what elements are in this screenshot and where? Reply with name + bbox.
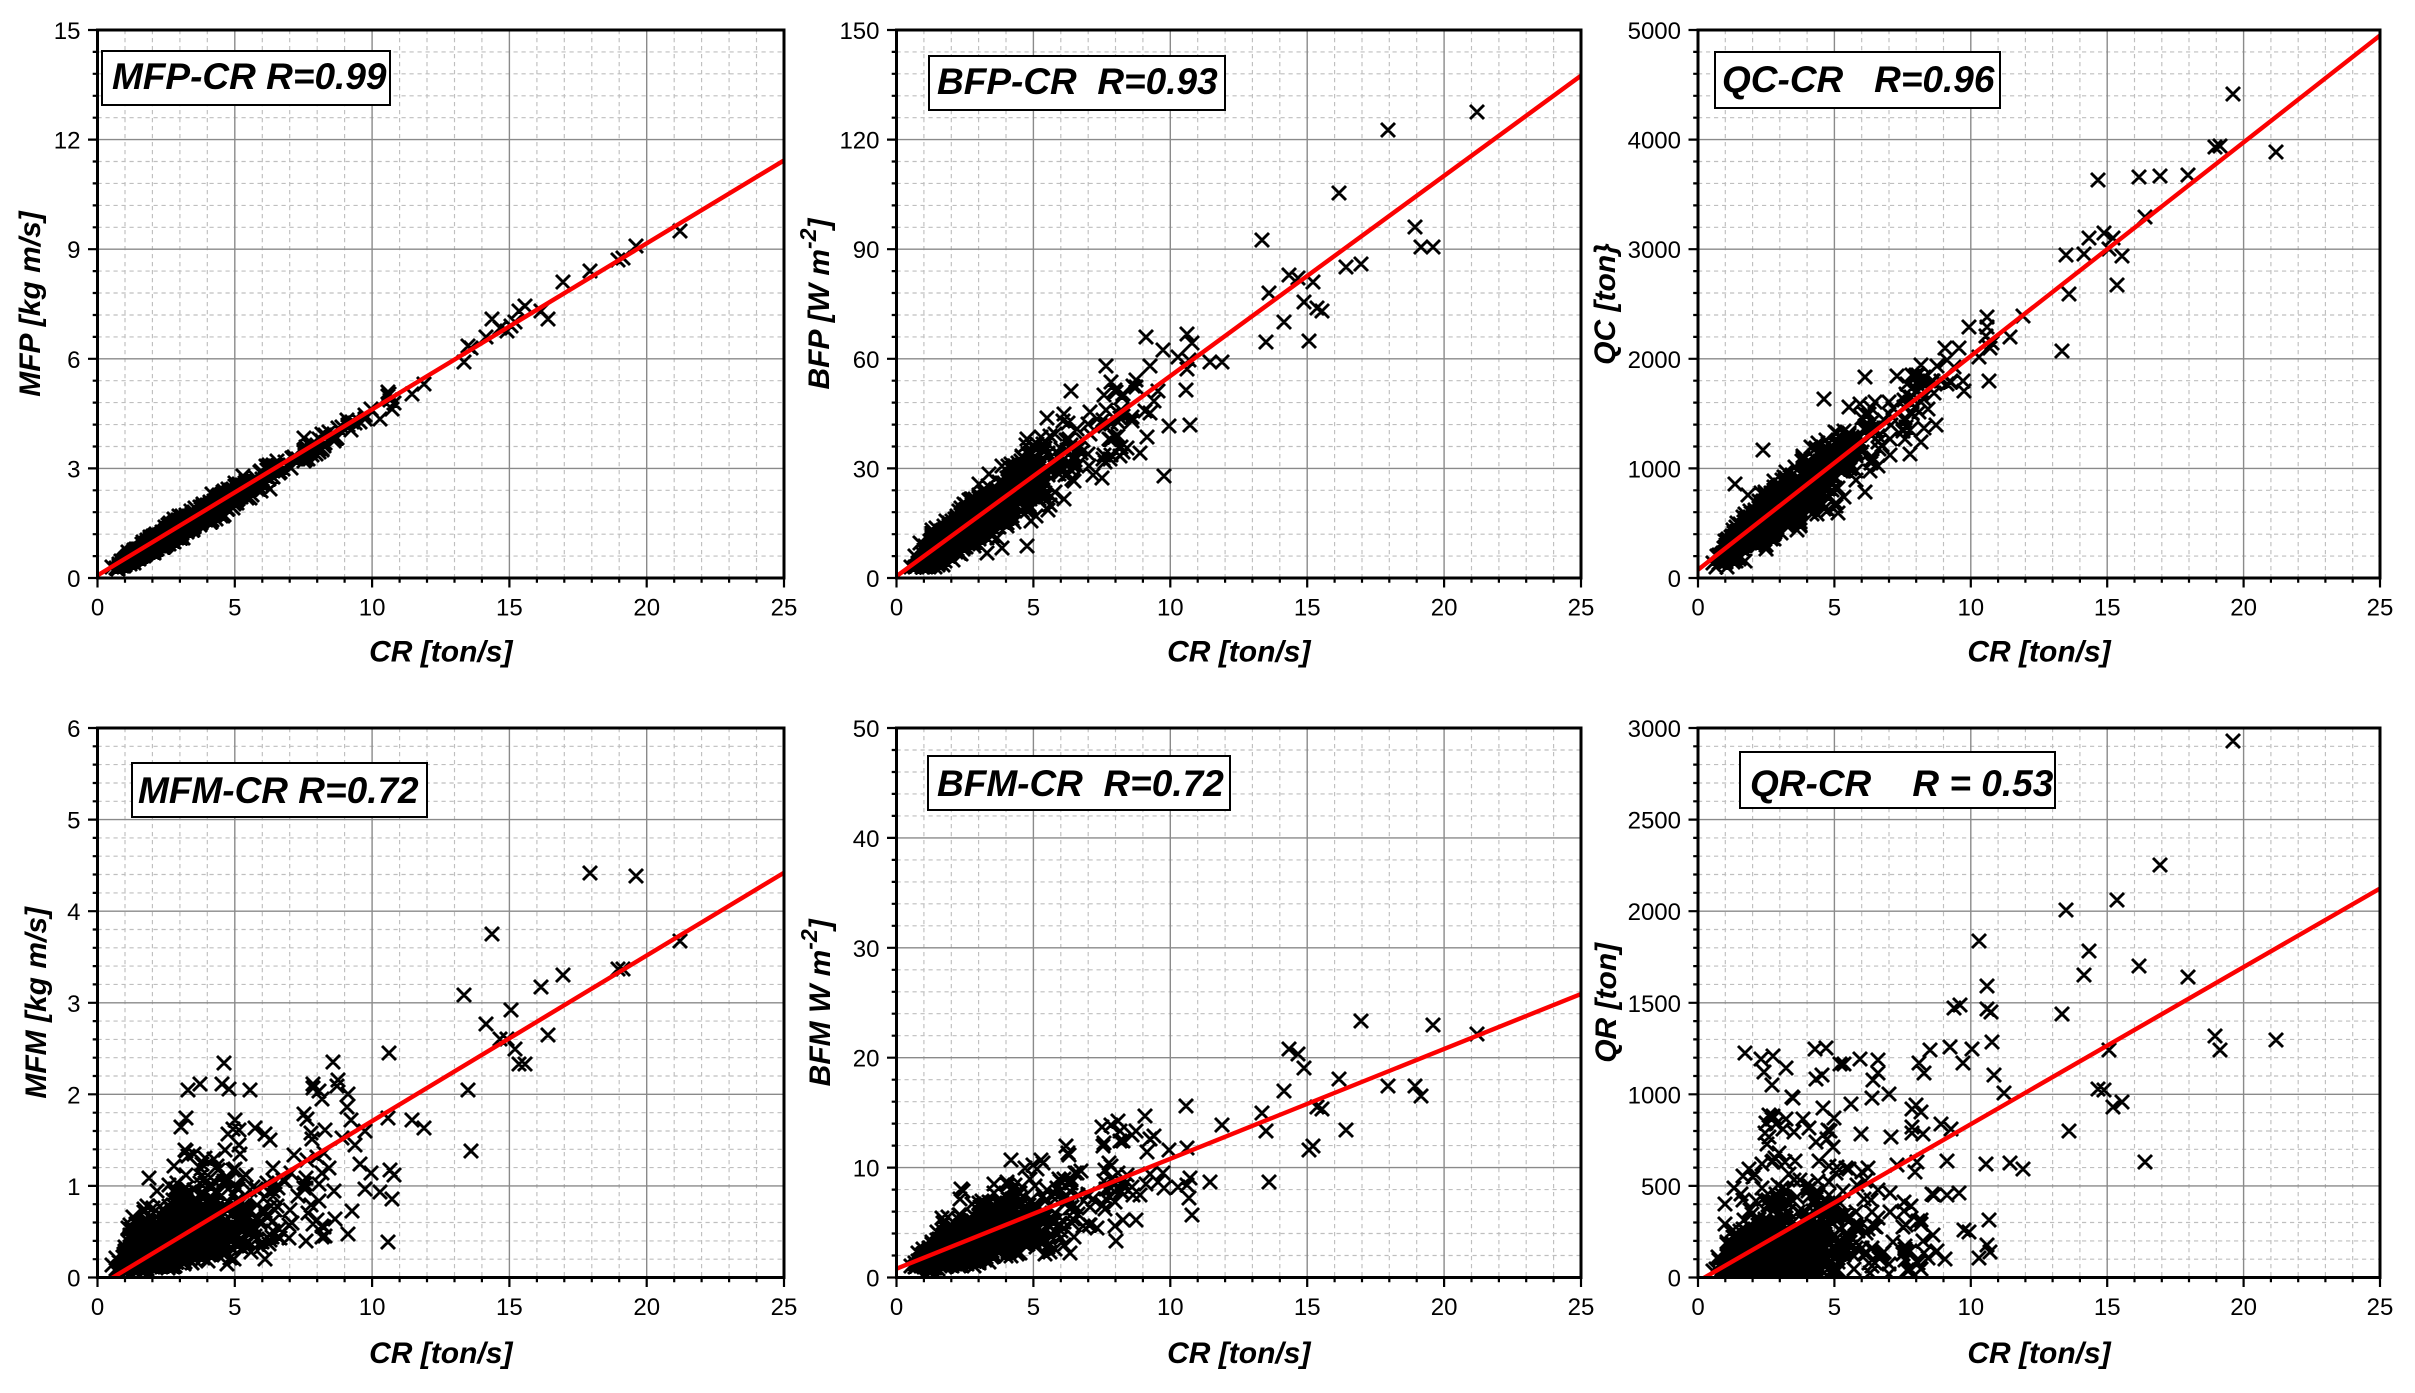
svg-text:MFP-CR R=0.99: MFP-CR R=0.99 xyxy=(112,56,387,97)
svg-text:5: 5 xyxy=(228,595,241,622)
svg-text:CR [ton/s]: CR [ton/s] xyxy=(1967,636,2111,669)
svg-text:0: 0 xyxy=(91,1294,104,1321)
svg-text:25: 25 xyxy=(771,595,798,622)
svg-text:20: 20 xyxy=(2230,595,2257,622)
svg-text:1: 1 xyxy=(67,1174,80,1201)
svg-text:0: 0 xyxy=(1691,595,1704,622)
svg-text:1000: 1000 xyxy=(1628,1082,1681,1109)
svg-text:10: 10 xyxy=(359,1294,386,1321)
svg-text:MFP [kg m/s]: MFP [kg m/s] xyxy=(14,210,47,397)
svg-text:3: 3 xyxy=(67,456,80,483)
svg-text:30: 30 xyxy=(853,456,880,483)
svg-text:20: 20 xyxy=(853,1046,880,1073)
svg-text:2500: 2500 xyxy=(1628,808,1681,835)
svg-text:10: 10 xyxy=(1157,1294,1184,1321)
svg-text:CR [ton/s]: CR [ton/s] xyxy=(1967,1337,2111,1370)
svg-text:3000: 3000 xyxy=(1628,237,1681,264)
svg-text:CR [ton/s]: CR [ton/s] xyxy=(1167,1337,1311,1370)
svg-text:50: 50 xyxy=(853,716,880,743)
svg-text:3: 3 xyxy=(67,991,80,1018)
svg-text:10: 10 xyxy=(853,1156,880,1183)
svg-text:4: 4 xyxy=(67,899,80,926)
svg-text:0: 0 xyxy=(890,1294,903,1321)
svg-text:0: 0 xyxy=(67,566,80,593)
svg-text:5: 5 xyxy=(228,1294,241,1321)
svg-text:20: 20 xyxy=(1431,595,1458,622)
svg-text:15: 15 xyxy=(1294,1294,1321,1321)
svg-text:25: 25 xyxy=(2367,1294,2394,1321)
svg-text:0: 0 xyxy=(1668,1266,1681,1293)
svg-text:30: 30 xyxy=(853,936,880,963)
svg-text:5: 5 xyxy=(1828,595,1841,622)
svg-text:2000: 2000 xyxy=(1628,899,1681,926)
svg-text:2000: 2000 xyxy=(1628,347,1681,374)
svg-text:6: 6 xyxy=(67,347,80,374)
svg-text:CR [ton/s]: CR [ton/s] xyxy=(369,636,513,669)
svg-text:QC [ton}: QC [ton} xyxy=(1589,243,1622,365)
svg-text:15: 15 xyxy=(496,1294,523,1321)
svg-text:20: 20 xyxy=(2230,1294,2257,1321)
svg-text:15: 15 xyxy=(2094,1294,2121,1321)
svg-text:20: 20 xyxy=(633,1294,660,1321)
svg-text:2: 2 xyxy=(67,1082,80,1109)
svg-text:10: 10 xyxy=(1957,595,1984,622)
svg-text:5: 5 xyxy=(67,808,80,835)
svg-text:1000: 1000 xyxy=(1628,456,1681,483)
svg-text:120: 120 xyxy=(839,128,879,155)
svg-text:15: 15 xyxy=(2094,595,2121,622)
svg-text:1500: 1500 xyxy=(1628,991,1681,1018)
svg-text:0: 0 xyxy=(890,595,903,622)
svg-text:4000: 4000 xyxy=(1628,128,1681,155)
svg-text:0: 0 xyxy=(91,595,104,622)
svg-text:15: 15 xyxy=(496,595,523,622)
svg-text:15: 15 xyxy=(1294,595,1321,622)
svg-text:25: 25 xyxy=(2367,595,2394,622)
svg-text:MFM-CR R=0.72: MFM-CR R=0.72 xyxy=(138,770,419,811)
svg-text:500: 500 xyxy=(1641,1174,1681,1201)
svg-text:5: 5 xyxy=(1027,1294,1040,1321)
svg-text:10: 10 xyxy=(1157,595,1184,622)
svg-text:5000: 5000 xyxy=(1628,18,1681,45)
svg-text:0: 0 xyxy=(1691,1294,1704,1321)
svg-text:25: 25 xyxy=(771,1294,798,1321)
svg-text:10: 10 xyxy=(359,595,386,622)
svg-text:15: 15 xyxy=(54,18,81,45)
svg-text:0: 0 xyxy=(1668,566,1681,593)
svg-text:20: 20 xyxy=(633,595,660,622)
svg-text:9: 9 xyxy=(67,237,80,264)
svg-text:BFP-CR R=0.93: BFP-CR R=0.93 xyxy=(937,61,1218,102)
svg-text:3000: 3000 xyxy=(1628,716,1681,743)
svg-text:12: 12 xyxy=(54,128,81,155)
svg-text:0: 0 xyxy=(866,1266,879,1293)
svg-text:5: 5 xyxy=(1027,595,1040,622)
svg-text:QR [ton]: QR [ton] xyxy=(1590,942,1623,1063)
svg-text:MFM [kg m/s]: MFM [kg m/s] xyxy=(20,906,53,1099)
svg-text:QC-CR R=0.96: QC-CR R=0.96 xyxy=(1722,59,1995,100)
svg-text:60: 60 xyxy=(853,347,880,374)
svg-text:90: 90 xyxy=(853,237,880,264)
svg-text:40: 40 xyxy=(853,826,880,853)
svg-text:5: 5 xyxy=(1828,1294,1841,1321)
svg-text:CR [ton/s]: CR [ton/s] xyxy=(369,1337,513,1370)
svg-text:0: 0 xyxy=(866,566,879,593)
svg-text:20: 20 xyxy=(1431,1294,1458,1321)
svg-text:CR [ton/s]: CR [ton/s] xyxy=(1167,636,1311,669)
svg-text:25: 25 xyxy=(1568,595,1595,622)
svg-text:0: 0 xyxy=(67,1266,80,1293)
svg-text:QR-CR R = 0.53: QR-CR R = 0.53 xyxy=(1750,763,2054,804)
svg-text:10: 10 xyxy=(1957,1294,1984,1321)
svg-text:25: 25 xyxy=(1568,1294,1595,1321)
svg-text:BFM-CR R=0.72: BFM-CR R=0.72 xyxy=(937,763,1224,804)
svg-text:6: 6 xyxy=(67,716,80,743)
svg-text:150: 150 xyxy=(839,18,879,45)
